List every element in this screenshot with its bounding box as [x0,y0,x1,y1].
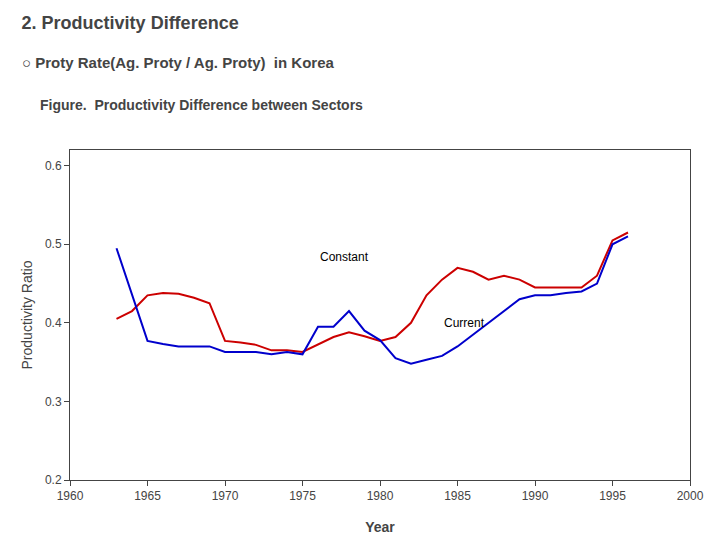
svg-text:0.4: 0.4 [45,316,62,330]
svg-text:Current: Current [444,316,485,330]
svg-text:0.6: 0.6 [45,159,62,173]
svg-text:Productivity Ratio: Productivity Ratio [19,260,35,369]
svg-text:1995: 1995 [599,489,626,503]
svg-text:1970: 1970 [212,489,239,503]
svg-text:1980: 1980 [367,489,394,503]
svg-text:Constant: Constant [320,250,369,264]
svg-text:1965: 1965 [134,489,161,503]
svg-text:2000: 2000 [677,489,704,503]
svg-text:1990: 1990 [522,489,549,503]
svg-text:0.5: 0.5 [45,237,62,251]
svg-text:○ Proty Rate(Ag. Proty / Ag. P: ○ Proty Rate(Ag. Proty / Ag. Proty) in K… [22,54,335,71]
svg-text:0.2: 0.2 [45,473,62,487]
svg-text:1975: 1975 [289,489,316,503]
svg-text:1960: 1960 [57,489,84,503]
svg-text:2. Productivity Difference: 2. Productivity Difference [22,13,239,33]
svg-text:Figure. Productivity Differen: Figure. Productivity Difference between … [40,97,363,113]
svg-text:0.3: 0.3 [45,395,62,409]
svg-text:Year: Year [365,519,395,535]
svg-text:1985: 1985 [444,489,471,503]
